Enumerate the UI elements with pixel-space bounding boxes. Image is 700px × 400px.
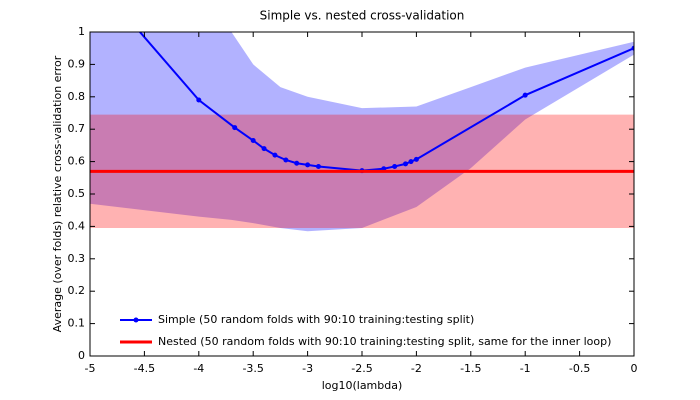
lines [90, 13, 634, 174]
point [283, 157, 289, 163]
point [305, 162, 311, 168]
point [403, 161, 409, 167]
error-band [90, 32, 634, 232]
x-tick-label: -2.5 [351, 362, 372, 375]
y-tick-label: 0.7 [68, 122, 86, 135]
y-tick-label: 0 [78, 349, 85, 362]
y-tick-label: 0.2 [68, 284, 86, 297]
y-tick-label: 0.5 [68, 187, 86, 200]
y-tick-label: 0.1 [68, 317, 86, 330]
point [261, 146, 267, 152]
x-tick-label: -4 [193, 362, 204, 375]
point [522, 92, 528, 98]
legend-label: Nested (50 random folds with 90:10 train… [158, 335, 611, 348]
point [408, 159, 414, 165]
point [392, 163, 398, 169]
point [631, 45, 634, 51]
legend-marker [133, 317, 139, 323]
x-tick-label: -3 [302, 362, 313, 375]
x-tick-label: -5 [85, 362, 96, 375]
x-tick-label: -3.5 [242, 362, 263, 375]
legend-label: Simple (50 random folds with 90:10 train… [158, 313, 474, 326]
y-axis-label: Average (over folds) relative cross-vali… [51, 55, 64, 332]
y-tick-label: 0.8 [68, 90, 86, 103]
y-tick-label: 0.4 [68, 219, 86, 232]
x-tick-label: -2 [411, 362, 422, 375]
point [294, 160, 300, 166]
point [272, 152, 278, 158]
legend: Simple (50 random folds with 90:10 train… [120, 313, 611, 348]
x-tick-label: 0 [631, 362, 638, 375]
y-tick-label: 0.3 [68, 252, 86, 265]
point [413, 156, 419, 162]
x-axis-label: log10(lambda) [322, 379, 403, 392]
y-tick-label: 1 [78, 25, 85, 38]
y-tick-label: 0.6 [68, 155, 86, 168]
point [123, 13, 128, 18]
x-tick-label: -1.5 [460, 362, 481, 375]
point [196, 97, 202, 103]
y-tick-label: 0.9 [68, 57, 86, 70]
point [315, 163, 321, 169]
axes: -5 -4.5 -4 -3.5 -3 -2.5 -2 -1.5 -1 -0.5 0 0 0.1 0.2 0.… [68, 25, 638, 375]
point [232, 125, 238, 131]
bands [90, 32, 634, 232]
x-tick-label: -0.5 [569, 362, 590, 375]
chart-title: Simple vs. nested cross-validation [260, 9, 465, 23]
x-tick-label: -1 [520, 362, 531, 375]
point [250, 138, 256, 144]
x-tick-label: -4.5 [134, 362, 155, 375]
